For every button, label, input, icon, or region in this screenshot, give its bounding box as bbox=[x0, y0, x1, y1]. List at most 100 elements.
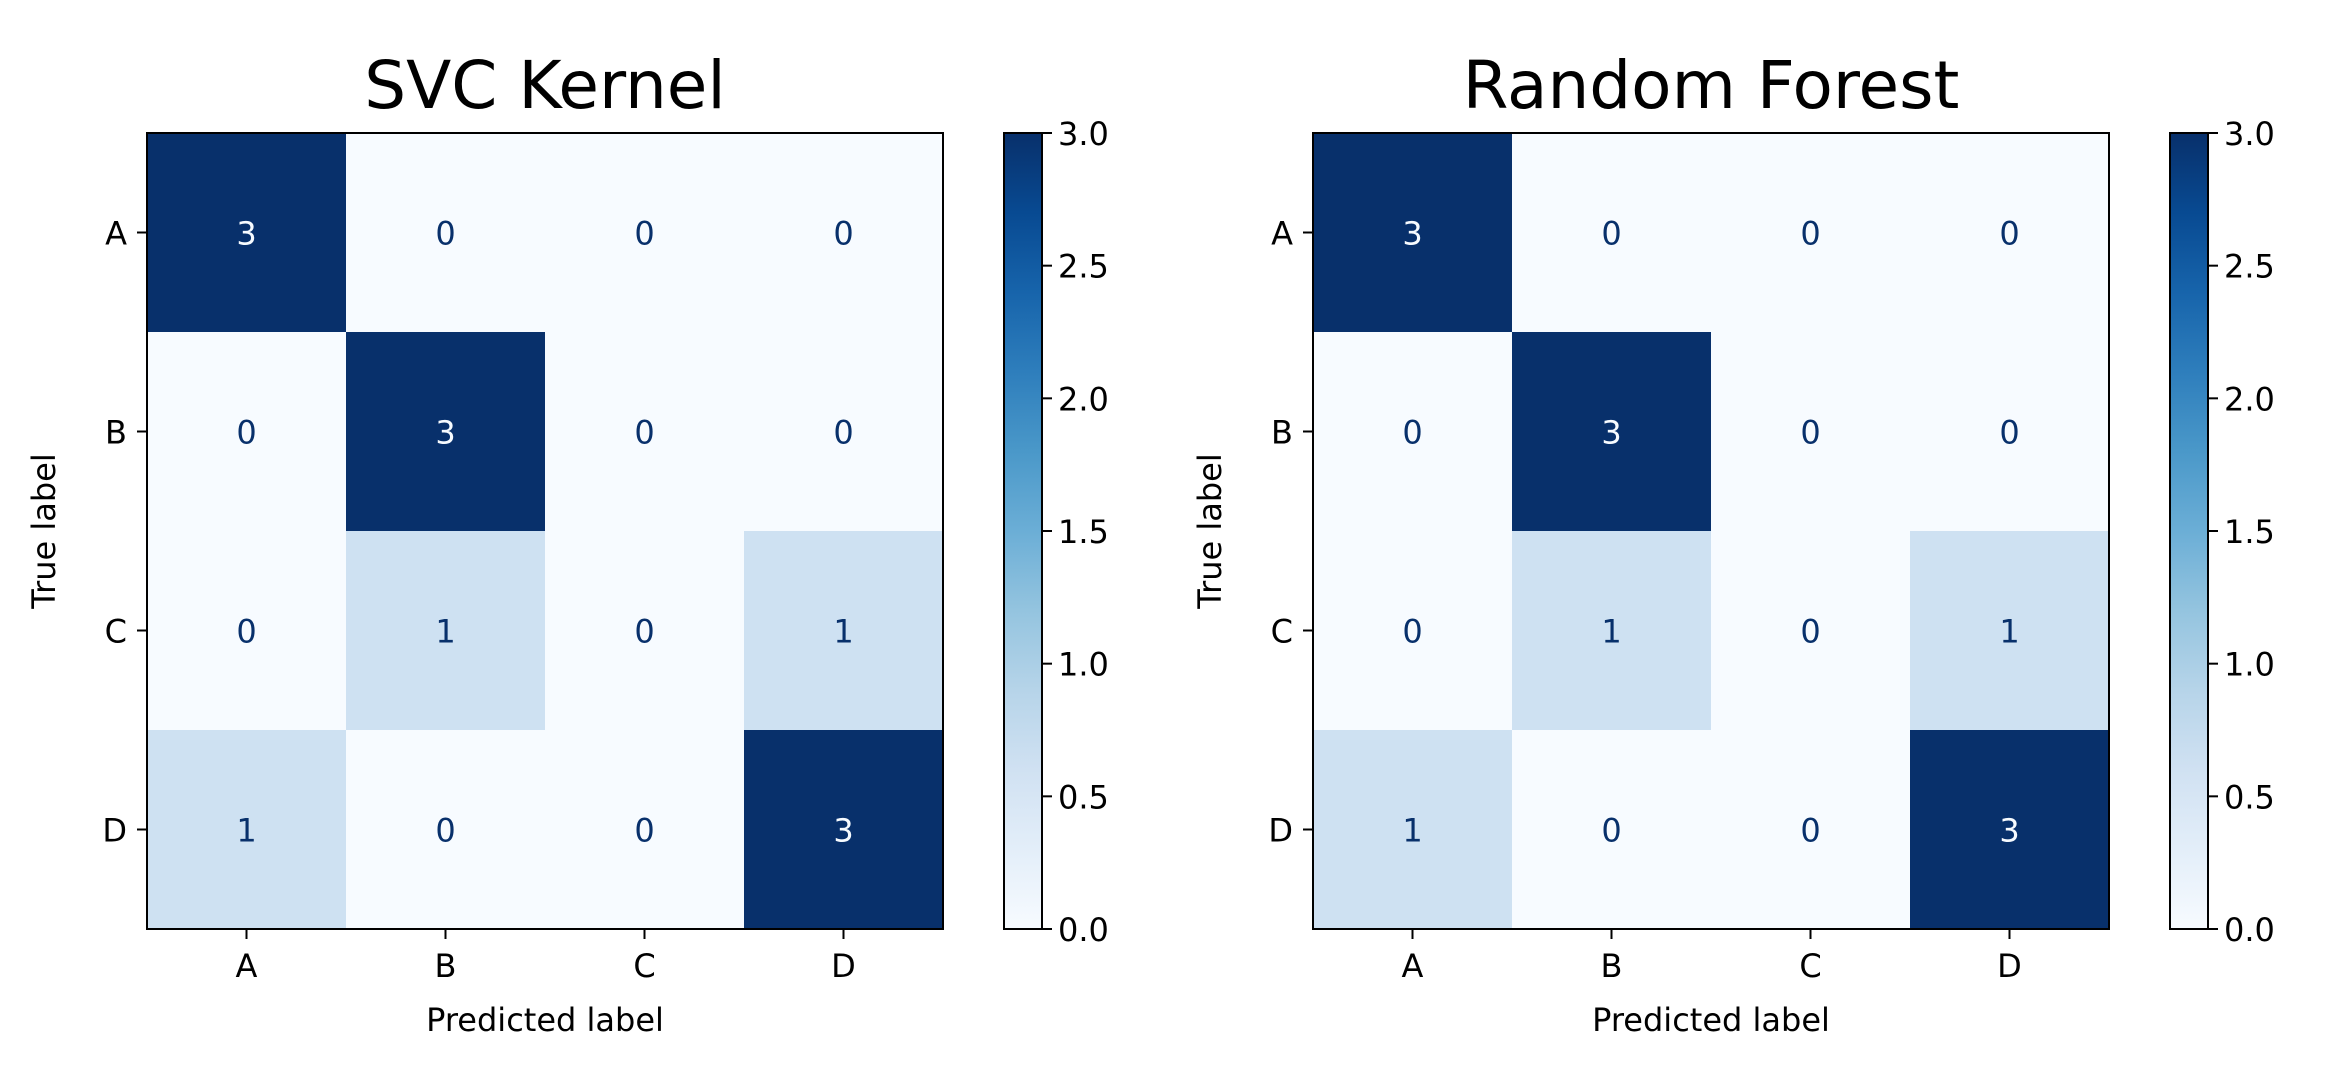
heatmap-cell bbox=[1910, 730, 2109, 929]
cell-value-label: 0 bbox=[1601, 215, 1621, 253]
heatmap-cell bbox=[744, 332, 943, 531]
confusion-matrix-panel-svc-kernel: SVC Kernel 3 0 0 0 0 3 0 0 0 1 0 1 1 0 0 3 A B C D A B C D Predic… bbox=[25, 47, 1109, 1039]
heatmap-cell bbox=[1313, 531, 1512, 730]
heatmap-cell bbox=[1711, 730, 1910, 929]
x-tick-label: C bbox=[1799, 947, 1821, 985]
y-tick-label: D bbox=[1268, 812, 1293, 850]
cell-value-label: 0 bbox=[1800, 414, 1820, 452]
heatmap-cell bbox=[1910, 133, 2109, 332]
colorbar-tick-label: 1.0 bbox=[1058, 646, 1109, 684]
colorbar-tick-label: 0.5 bbox=[2224, 778, 2275, 816]
y-tick-label: C bbox=[105, 613, 127, 651]
heatmap-cell bbox=[346, 531, 545, 730]
colorbar-tick-label: 2.5 bbox=[2224, 248, 2275, 286]
cell-value-label: 0 bbox=[833, 414, 853, 452]
cell-value-label: 3 bbox=[1601, 414, 1621, 452]
x-tick-label: D bbox=[831, 947, 856, 985]
x-tick-label: B bbox=[1601, 947, 1623, 985]
heatmap-cell bbox=[1512, 531, 1711, 730]
heatmap-cell bbox=[346, 133, 545, 332]
heatmap-cell bbox=[147, 730, 346, 929]
cell-value-label: 0 bbox=[634, 414, 654, 452]
cell-value-label: 3 bbox=[435, 414, 455, 452]
cell-value-label: 0 bbox=[1999, 414, 2019, 452]
y-tick-label: D bbox=[102, 812, 127, 850]
heatmap-cell bbox=[545, 730, 744, 929]
heatmap-cell bbox=[1512, 133, 1711, 332]
cell-value-label: 1 bbox=[236, 812, 256, 850]
heatmap-cell bbox=[147, 531, 346, 730]
cell-value-label: 0 bbox=[1402, 613, 1422, 651]
x-tick-label: A bbox=[236, 947, 258, 985]
heatmap-cell bbox=[346, 730, 545, 929]
chart-title: Random Forest bbox=[1463, 47, 1960, 124]
x-tick-label: C bbox=[633, 947, 655, 985]
axes-frame bbox=[1312, 132, 2110, 930]
heatmap-cell bbox=[1512, 332, 1711, 531]
heatmap-cell bbox=[147, 133, 346, 332]
colorbar-tick-label: 3.0 bbox=[1058, 115, 1109, 153]
heatmap-cell bbox=[545, 531, 744, 730]
colorbar-tick-label: 2.5 bbox=[1058, 248, 1109, 286]
colorbar-tick-label: 2.0 bbox=[2224, 380, 2275, 418]
heatmap-cell bbox=[1512, 730, 1711, 929]
y-axis-label: True label bbox=[1191, 453, 1229, 610]
heatmap-cell bbox=[1313, 133, 1512, 332]
x-tick-label: B bbox=[435, 947, 457, 985]
heatmap-cell bbox=[1711, 133, 1910, 332]
cell-value-label: 0 bbox=[1999, 215, 2019, 253]
cell-value-label: 3 bbox=[833, 812, 853, 850]
heatmap-cell bbox=[1910, 332, 2109, 531]
cell-value-label: 0 bbox=[833, 215, 853, 253]
y-tick-label: B bbox=[1271, 414, 1293, 452]
cell-value-label: 0 bbox=[634, 215, 654, 253]
cell-value-label: 0 bbox=[236, 613, 256, 651]
cell-value-label: 0 bbox=[634, 812, 654, 850]
cell-value-label: 3 bbox=[1402, 215, 1422, 253]
cell-value-label: 0 bbox=[1601, 812, 1621, 850]
heatmap-cell bbox=[1313, 332, 1512, 531]
heatmap-cell bbox=[744, 133, 943, 332]
heatmap-cell bbox=[545, 332, 744, 531]
cell-value-label: 3 bbox=[1999, 812, 2019, 850]
heatmap-cell bbox=[545, 133, 744, 332]
colorbar-tick-label: 3.0 bbox=[2224, 115, 2275, 153]
confusion-matrix-panel-random-forest: Random Forest 3 0 0 0 0 3 0 0 0 1 0 1 1 0 0 3 A B C D A B C D Pre… bbox=[1191, 47, 2275, 1039]
chart-title: SVC Kernel bbox=[364, 47, 725, 124]
y-tick-label: A bbox=[105, 215, 127, 253]
heatmap-cell bbox=[1313, 730, 1512, 929]
cell-value-label: 0 bbox=[1800, 613, 1820, 651]
cell-value-label: 0 bbox=[1402, 414, 1422, 452]
colorbar-tick-label: 1.5 bbox=[2224, 513, 2275, 551]
y-axis-label: True label bbox=[25, 453, 63, 610]
y-tick-label: C bbox=[1271, 613, 1293, 651]
colorbar bbox=[2169, 132, 2209, 930]
cell-value-label: 0 bbox=[236, 414, 256, 452]
cell-value-label: 1 bbox=[1402, 812, 1422, 850]
heatmap-cell bbox=[1711, 332, 1910, 531]
y-tick-label: A bbox=[1271, 215, 1293, 253]
heatmap-cell bbox=[744, 730, 943, 929]
heatmap-cell bbox=[147, 332, 346, 531]
heatmap-cell bbox=[744, 531, 943, 730]
cell-value-label: 0 bbox=[634, 613, 654, 651]
axes-frame bbox=[146, 132, 944, 930]
colorbar bbox=[1003, 132, 1043, 930]
colorbar-tick-label: 0.0 bbox=[1058, 911, 1109, 949]
cell-value-label: 1 bbox=[1601, 613, 1621, 651]
cell-value-label: 0 bbox=[1800, 812, 1820, 850]
x-axis-label: Predicted label bbox=[1592, 1001, 1830, 1039]
x-axis-label: Predicted label bbox=[426, 1001, 664, 1039]
cell-value-label: 1 bbox=[435, 613, 455, 651]
heatmap-cell bbox=[346, 332, 545, 531]
colorbar-tick-label: 0.5 bbox=[1058, 778, 1109, 816]
heatmap-cell bbox=[1711, 531, 1910, 730]
y-tick-label: B bbox=[105, 414, 127, 452]
colorbar-tick-label: 1.5 bbox=[1058, 513, 1109, 551]
cell-value-label: 3 bbox=[236, 215, 256, 253]
cell-value-label: 1 bbox=[833, 613, 853, 651]
cell-value-label: 0 bbox=[435, 215, 455, 253]
colorbar-tick-label: 0.0 bbox=[2224, 911, 2275, 949]
heatmap-cell bbox=[1910, 531, 2109, 730]
